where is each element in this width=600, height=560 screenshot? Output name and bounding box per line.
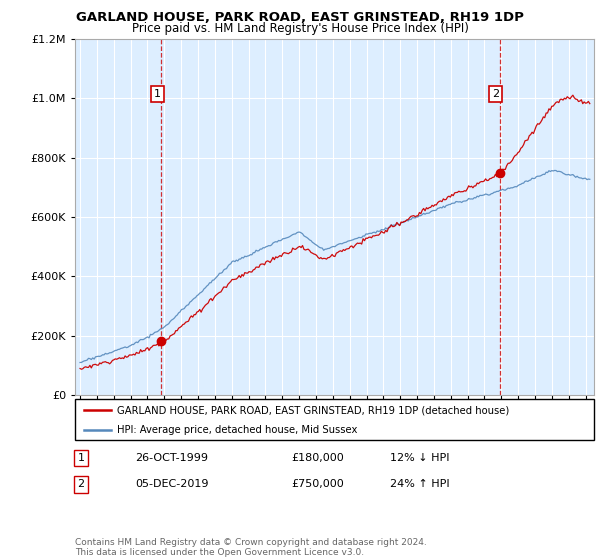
Text: £750,000: £750,000	[291, 479, 344, 489]
Text: 1: 1	[154, 89, 161, 99]
Text: 26-OCT-1999: 26-OCT-1999	[135, 453, 208, 463]
Text: GARLAND HOUSE, PARK ROAD, EAST GRINSTEAD, RH19 1DP: GARLAND HOUSE, PARK ROAD, EAST GRINSTEAD…	[76, 11, 524, 24]
Text: 24% ↑ HPI: 24% ↑ HPI	[390, 479, 449, 489]
Text: 2: 2	[492, 89, 499, 99]
Text: Price paid vs. HM Land Registry's House Price Index (HPI): Price paid vs. HM Land Registry's House …	[131, 22, 469, 35]
Text: HPI: Average price, detached house, Mid Sussex: HPI: Average price, detached house, Mid …	[116, 424, 357, 435]
Text: 05-DEC-2019: 05-DEC-2019	[135, 479, 209, 489]
Text: 12% ↓ HPI: 12% ↓ HPI	[390, 453, 449, 463]
Text: 2: 2	[77, 479, 85, 489]
Text: GARLAND HOUSE, PARK ROAD, EAST GRINSTEAD, RH19 1DP (detached house): GARLAND HOUSE, PARK ROAD, EAST GRINSTEAD…	[116, 405, 509, 415]
Text: £180,000: £180,000	[291, 453, 344, 463]
Text: 1: 1	[77, 453, 85, 463]
Text: Contains HM Land Registry data © Crown copyright and database right 2024.
This d: Contains HM Land Registry data © Crown c…	[75, 538, 427, 557]
